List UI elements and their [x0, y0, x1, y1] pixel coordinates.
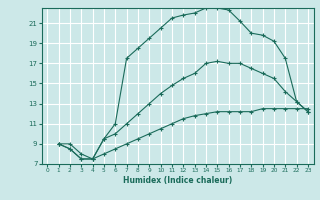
- X-axis label: Humidex (Indice chaleur): Humidex (Indice chaleur): [123, 176, 232, 185]
